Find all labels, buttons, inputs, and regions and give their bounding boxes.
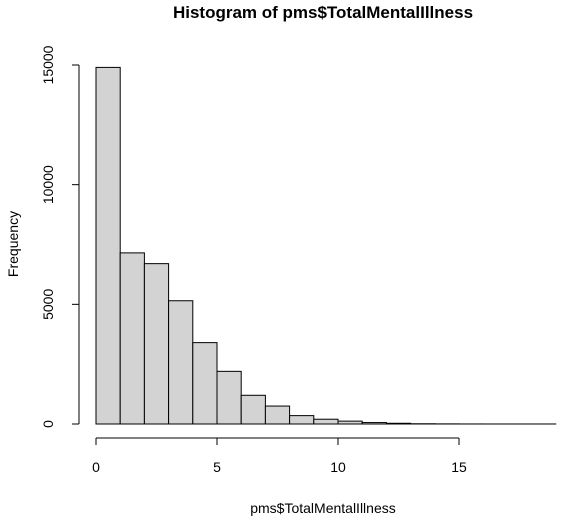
x-axis-label: pms$TotalMentalIllness xyxy=(250,500,396,516)
histogram-bar xyxy=(95,66,121,425)
y-tick-label: 0 xyxy=(40,420,56,428)
y-axis: 0 5000 10000 15000 xyxy=(40,45,80,428)
x-tick-label: 5 xyxy=(213,459,221,475)
histogram-bar xyxy=(289,415,315,425)
histogram-bar xyxy=(264,405,291,425)
x-axis: 0 5 10 15 xyxy=(92,437,467,475)
histogram-bar xyxy=(240,394,266,425)
histogram-bar xyxy=(313,418,339,425)
histogram-bar xyxy=(385,422,412,425)
y-tick-label: 10000 xyxy=(40,165,56,204)
histogram-bar xyxy=(192,342,218,425)
histogram-bar xyxy=(216,370,242,425)
x-tick-label: 10 xyxy=(330,459,346,475)
histogram-bar xyxy=(337,420,363,425)
x-tick-label: 15 xyxy=(451,459,467,475)
x-tick-label: 0 xyxy=(92,459,100,475)
y-axis-label: Frequency xyxy=(5,211,21,277)
chart-title: Histogram of pms$TotalMentalIllness xyxy=(173,3,473,22)
histogram-bar xyxy=(143,263,170,425)
histogram-bar xyxy=(361,422,387,425)
y-tick-label: 5000 xyxy=(40,289,56,320)
y-tick-label: 15000 xyxy=(40,45,56,84)
bars-group xyxy=(95,66,557,425)
histogram-bar xyxy=(168,300,194,425)
histogram-bar xyxy=(119,252,145,425)
